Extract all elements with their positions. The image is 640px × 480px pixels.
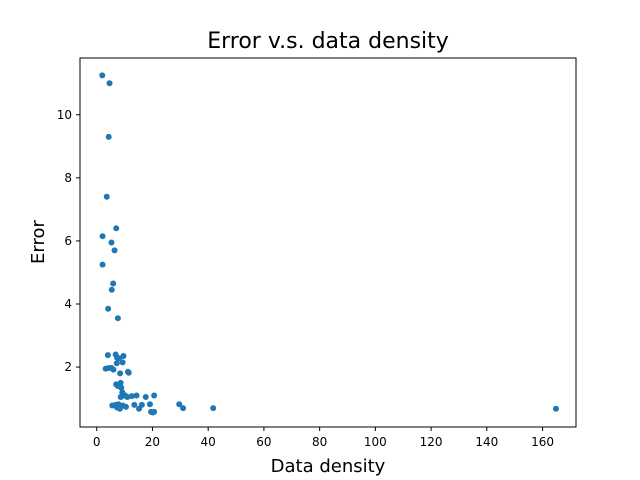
data-point xyxy=(105,133,112,140)
data-point xyxy=(128,393,135,400)
data-point xyxy=(120,353,127,360)
data-point xyxy=(110,366,117,373)
data-point xyxy=(151,392,158,399)
plot-frame xyxy=(79,57,577,428)
data-point xyxy=(124,394,131,401)
data-point xyxy=(114,315,121,322)
data-point xyxy=(176,401,183,408)
x-tick-label: 100 xyxy=(364,435,387,449)
chart-title: Error v.s. data density xyxy=(207,29,449,54)
data-point xyxy=(113,225,120,232)
x-tick-label: 120 xyxy=(420,435,443,449)
data-point xyxy=(552,405,559,412)
data-point xyxy=(118,384,125,391)
data-point xyxy=(146,401,153,408)
y-tick-label: 4 xyxy=(64,297,72,311)
data-point xyxy=(105,305,112,312)
data-point xyxy=(99,72,106,79)
data-point xyxy=(103,193,110,200)
data-point xyxy=(117,370,124,377)
data-point xyxy=(116,355,123,362)
data-point xyxy=(131,401,138,408)
y-axis-label: Error xyxy=(28,219,49,263)
y-tick-label: 10 xyxy=(57,108,72,122)
x-axis-label: Data density xyxy=(271,456,386,477)
x-tick-label: 40 xyxy=(201,435,216,449)
x-tick-label: 160 xyxy=(531,435,554,449)
y-tick-label: 2 xyxy=(64,360,72,374)
x-tick-label: 140 xyxy=(475,435,498,449)
x-axis-ticks: 0 20 40 60 80 100 120 140 160 xyxy=(93,427,554,449)
data-point xyxy=(180,405,187,412)
x-tick-label: 0 xyxy=(93,435,101,449)
data-point xyxy=(110,280,117,287)
data-point xyxy=(99,233,106,240)
y-tick-label: 6 xyxy=(64,234,72,248)
data-point xyxy=(125,369,132,376)
data-point xyxy=(119,359,126,366)
data-point xyxy=(108,286,115,293)
data-points xyxy=(99,72,559,416)
data-point xyxy=(138,401,145,408)
data-point xyxy=(210,405,217,412)
data-point xyxy=(151,408,158,415)
data-point xyxy=(99,261,106,268)
x-tick-label: 80 xyxy=(312,435,327,449)
x-tick-label: 20 xyxy=(145,435,160,449)
data-point xyxy=(113,360,120,367)
data-point xyxy=(142,394,149,401)
data-point xyxy=(122,403,129,410)
data-point xyxy=(133,392,140,399)
data-point xyxy=(117,379,124,386)
x-tick-label: 60 xyxy=(256,435,271,449)
data-point xyxy=(104,352,111,359)
y-tick-label: 8 xyxy=(64,171,72,185)
y-axis-ticks: 2 4 6 8 10 xyxy=(57,108,80,374)
data-point xyxy=(111,247,118,254)
data-point xyxy=(106,80,113,87)
data-point xyxy=(108,239,115,246)
